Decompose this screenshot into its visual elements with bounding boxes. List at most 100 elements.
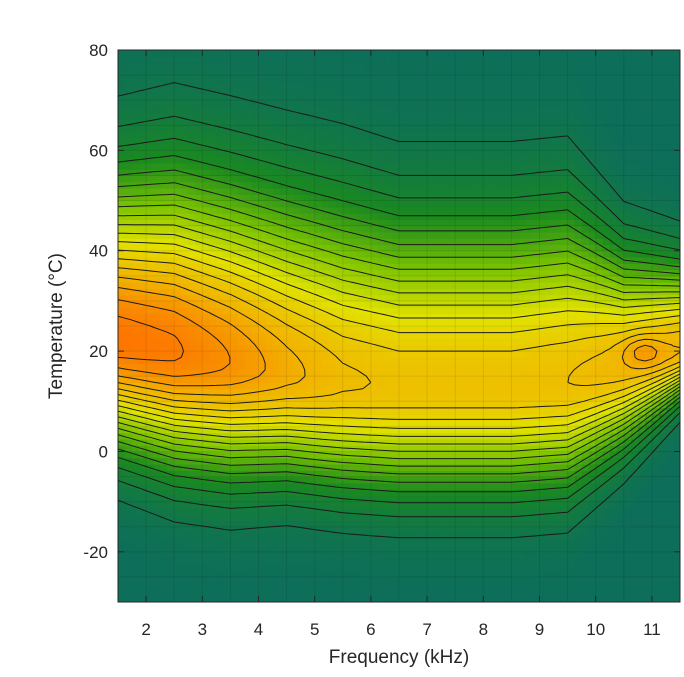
heatmap-cell: [209, 426, 217, 434]
heatmap-cell: [504, 558, 512, 565]
heatmap-cell: [511, 583, 520, 591]
heatmap-cell: [504, 495, 512, 503]
heatmap-cell: [413, 520, 421, 528]
heatmap-cell: [146, 520, 154, 528]
heatmap-cell: [525, 288, 534, 296]
heatmap-cell: [132, 464, 140, 471]
heatmap-cell: [595, 238, 604, 246]
heatmap-cell: [237, 526, 246, 534]
heatmap-cell: [399, 225, 407, 233]
heatmap-cell: [595, 495, 604, 503]
heatmap-cell: [497, 426, 505, 434]
heatmap-cell: [651, 238, 660, 246]
heatmap-cell: [399, 545, 407, 553]
heatmap-cell: [511, 332, 520, 340]
heatmap-cell: [216, 388, 224, 396]
heatmap-cell: [153, 539, 161, 547]
heatmap-cell: [672, 326, 680, 333]
heatmap-cell: [349, 269, 358, 277]
heatmap-cell: [244, 376, 253, 384]
heatmap-cell: [560, 520, 569, 528]
heatmap-cell: [469, 489, 477, 496]
heatmap-cell: [539, 263, 548, 271]
heatmap-cell: [216, 231, 224, 239]
heatmap-cell: [483, 507, 491, 515]
heatmap-cell: [560, 294, 569, 302]
heatmap-cell: [413, 539, 421, 547]
heatmap-cell: [328, 300, 337, 308]
heatmap-cell: [574, 495, 583, 503]
heatmap-cell: [167, 482, 175, 490]
heatmap-cell: [518, 576, 527, 584]
heatmap-cell: [413, 401, 421, 409]
heatmap-cell: [279, 244, 288, 252]
heatmap-cell: [504, 576, 512, 584]
heatmap-cell: [441, 338, 449, 346]
heatmap-cell: [637, 558, 646, 565]
heatmap-cell: [265, 206, 274, 214]
heatmap-cell: [504, 395, 512, 402]
heatmap-cell: [434, 307, 442, 315]
heatmap-cell: [188, 489, 196, 496]
heatmap-cell: [462, 250, 470, 258]
heatmap-cell: [195, 357, 203, 365]
heatmap-cell: [637, 570, 646, 578]
heatmap-cell: [525, 464, 534, 471]
heatmap-cell: [209, 451, 217, 459]
heatmap-cell: [328, 576, 337, 584]
heatmap-cell: [237, 225, 246, 233]
heatmap-cell: [511, 457, 520, 465]
heatmap-cell: [595, 564, 604, 572]
heatmap-cell: [195, 451, 203, 459]
heatmap-cell: [132, 520, 140, 528]
heatmap-cell: [132, 501, 140, 509]
heatmap-cell: [560, 363, 569, 371]
heatmap-cell: [272, 225, 281, 233]
heatmap-cell: [427, 507, 435, 515]
heatmap-cell: [581, 231, 590, 239]
heatmap-cell: [328, 514, 337, 522]
heatmap-cell: [525, 576, 534, 584]
heatmap-cell: [504, 332, 512, 340]
heatmap-cell: [532, 457, 541, 465]
heatmap-cell: [553, 213, 562, 220]
heatmap-cell: [574, 539, 583, 547]
heatmap-cell: [539, 451, 548, 459]
heatmap-cell: [595, 589, 604, 597]
heatmap-cell: [567, 438, 576, 446]
heatmap-cell: [181, 351, 189, 358]
heatmap-cell: [623, 558, 632, 565]
heatmap-cell: [455, 589, 463, 597]
heatmap-cell: [279, 338, 288, 346]
heatmap-cell: [391, 257, 400, 264]
heatmap-cell: [363, 401, 372, 409]
heatmap-cell: [349, 395, 358, 402]
heatmap-cell: [553, 326, 562, 333]
heatmap-cell: [237, 307, 246, 315]
heatmap-cell: [602, 401, 611, 409]
heatmap-cell: [328, 395, 337, 402]
heatmap-cell: [356, 250, 365, 258]
heatmap-cell: [448, 551, 456, 559]
heatmap-cell: [427, 288, 435, 296]
heatmap-cell: [455, 326, 463, 333]
heatmap-cell: [546, 294, 555, 302]
heatmap-cell: [427, 244, 435, 252]
heatmap-cell: [441, 464, 449, 471]
heatmap-cell: [553, 558, 562, 565]
heatmap-cell: [307, 533, 316, 540]
heatmap-cell: [195, 269, 203, 277]
heatmap-cell: [574, 388, 583, 396]
heatmap-cell: [588, 495, 597, 503]
heatmap-cell: [574, 583, 583, 591]
heatmap-cell: [560, 238, 569, 246]
heatmap-cell: [406, 363, 414, 371]
heatmap-cell: [293, 326, 302, 333]
heatmap-cell: [504, 238, 512, 246]
heatmap-cell: [300, 451, 309, 459]
heatmap-cell: [230, 464, 239, 471]
heatmap-cell: [251, 238, 260, 246]
heatmap-cell: [188, 432, 196, 440]
heatmap-cell: [602, 432, 611, 440]
heatmap-cell: [279, 533, 288, 540]
